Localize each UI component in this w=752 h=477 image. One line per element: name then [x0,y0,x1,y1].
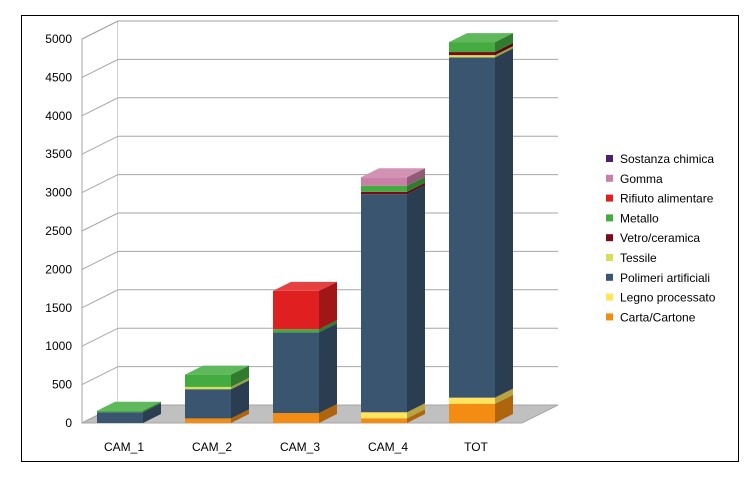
bar-segment-side [407,403,425,419]
bar-top-face [97,401,161,411]
bar-segment-side [231,380,249,419]
bar-top-face [185,365,249,375]
bar-segment-side [407,185,425,413]
bar-top-face [449,33,513,43]
bar-segment-side [407,409,425,423]
bar-segment-side [319,323,337,414]
bar-segment-front [449,52,495,56]
y-tick-label: 3000 [45,186,72,200]
legend-label: Carta/Cartone [620,310,696,324]
legend-label: Legno processato [620,291,716,305]
bar-segment-front [97,410,143,413]
legend-label: Polimeri artificiali [620,271,710,285]
bar-segment-front [273,413,319,423]
legend-label: Rifiuto alimentare [620,192,714,206]
bar-segment-side [143,403,161,423]
bar-segment-side [319,320,337,333]
legend-swatch [606,174,613,182]
gridline [81,135,558,155]
legend-label: Tessile [620,251,657,265]
legend-swatch [606,313,613,321]
bar-segment-side [495,48,513,398]
bar-top-face [273,281,337,291]
bar-segment-side [231,377,249,390]
bar-stack-cam_1 [97,401,161,423]
legend-swatch [606,194,613,202]
bar-segment-front [273,290,319,330]
legend: Sostanza chimica Gomma Rifiuto alimentare M… [606,152,716,324]
y-tick-label: 4500 [45,70,72,84]
bar-segment-side [231,365,249,387]
bar-segment-front [273,329,319,333]
bar-segment-side [319,404,337,423]
x-tick-label: CAM_3 [280,440,320,454]
gridline [81,58,558,78]
gridline [81,20,558,40]
legend-label: Gomma [620,172,663,186]
legend-label: Sostanza chimica [620,152,714,166]
bar-segment-side [407,182,425,195]
bar-segment-side [143,401,161,413]
y-tick-label: 500 [52,378,72,392]
bar-stack-cam_3 [273,281,337,423]
legend-swatch [606,214,613,222]
y-tick-label: 1000 [45,339,72,353]
y-tick-label: 2500 [45,224,72,238]
gridline [81,97,558,117]
bar-segment-front [361,418,407,423]
y-tick-label: 3500 [45,147,72,161]
bar-segment-front [185,418,231,423]
x-tick-label: CAM_4 [368,440,408,454]
x-tick-label: TOT [464,440,488,454]
y-tick-label: 0 [65,416,72,430]
bar-segment-front [449,42,495,53]
legend-label: Vetro/ceramica [620,231,700,245]
y-tick-label: 5000 [45,32,72,46]
bar-segment-side [495,33,513,53]
bar-segment-side [231,409,249,423]
bar-segment-side [495,388,513,404]
bar-segment-front [185,374,231,387]
bar-segment-front [361,191,407,195]
x-axis-labels: CAM_1 CAM_2 CAM_3 CAM_4 TOT [104,440,489,454]
bar-segment-front [449,403,495,423]
bar-segment-front [449,55,495,58]
y-tick-label: 1500 [45,301,72,315]
bar-segment-front [273,332,319,414]
y-axis-ticks: 0 500 1000 1500 2000 2500 3000 3500 4000 4500 5000 [45,32,72,430]
chart-frame: 0 500 1000 1500 2000 2500 3000 3500 4000 4500 5000… [21,15,739,462]
bar-segment-front [361,185,407,192]
bar-stack-tot [449,33,513,423]
bar-segment-front [97,412,143,423]
legend-label: Metallo [620,211,659,225]
bar-stack-cam_2 [185,365,249,423]
legend-swatch [606,155,613,162]
bar-top-face [361,168,425,178]
stacked-3d-bar-chart: 0 500 1000 1500 2000 2500 3000 3500 4000 4500 5000… [45,20,716,454]
legend-swatch [606,234,613,242]
bar-segment-front [449,397,495,404]
bar-segment-front [361,194,407,413]
bar-segment-side [407,168,425,186]
bar-segment-front [185,389,231,419]
bar-segment-side [407,176,425,192]
bar-segment-side [495,46,513,58]
y-tick-label: 2000 [45,262,72,276]
bar-stack-cam_4 [361,168,425,423]
legend-swatch [606,254,613,261]
bar-segment-side [319,281,337,330]
bar-segment-front [185,386,231,390]
bars [97,33,513,423]
bar-segment-side [495,43,513,56]
legend-swatch [606,273,613,281]
x-tick-label: CAM_1 [104,440,144,454]
bar-segment-side [495,394,513,423]
bar-segment-front [361,412,407,419]
bar-segment-front [449,57,495,398]
x-tick-label: CAM_2 [192,440,232,454]
legend-swatch [606,293,613,301]
bar-segment-front [361,177,407,186]
y-tick-label: 4000 [45,109,72,123]
